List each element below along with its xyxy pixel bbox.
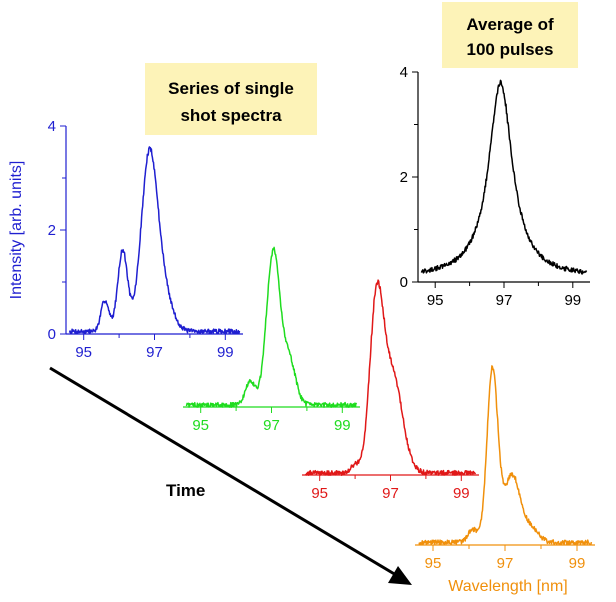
y-tick-label-black: 4 <box>400 64 408 81</box>
series-annotation-box <box>145 63 317 135</box>
average-annotation-line-2: 100 pulses <box>467 40 554 59</box>
x-tick-label-red: 99 <box>453 485 470 502</box>
y-tick-label-blue: 2 <box>48 222 56 239</box>
time-arrow-head <box>388 566 412 585</box>
average-annotation-line-1: Average of <box>466 15 554 34</box>
x-tick-label-blue: 97 <box>146 344 163 361</box>
series-annotation-line-2: shot spectra <box>180 106 282 125</box>
x-axis-title-orange: Wavelength [nm] <box>448 578 567 595</box>
x-tick-label-blue: 99 <box>217 344 234 361</box>
spectrum-line-red <box>304 279 477 476</box>
x-tick-label-green: 95 <box>192 417 209 434</box>
x-tick-label-orange: 97 <box>497 555 514 572</box>
x-tick-label-green: 99 <box>334 417 351 434</box>
panel-black: 95 97 99 0 2 4 <box>400 64 590 309</box>
average-annotation-box <box>442 2 578 68</box>
x-tick-label-orange: 99 <box>569 555 586 572</box>
spectrum-line-green <box>185 246 358 408</box>
panel-green: 95 97 99 <box>183 246 360 434</box>
x-tick-label-green: 97 <box>263 417 280 434</box>
x-tick-label-red: 95 <box>311 485 328 502</box>
y-tick-label-black: 2 <box>400 169 408 186</box>
y-axis-title-blue: Intensity [arb. units] <box>8 161 25 300</box>
x-tick-label-red: 97 <box>382 485 399 502</box>
x-tick-label-black: 97 <box>496 292 513 309</box>
x-tick-label-black: 99 <box>564 292 581 309</box>
spectrum-line-blue <box>68 146 241 335</box>
average-annotation: Average of 100 pulses <box>442 2 578 68</box>
spectrum-line-orange <box>418 365 593 546</box>
time-label: Time <box>166 481 205 500</box>
x-tick-label-black: 95 <box>427 292 444 309</box>
spectrum-line-black <box>420 79 588 275</box>
panel-blue: 95 97 99 0 2 4 Intensity [arb. units] <box>8 118 243 361</box>
x-tick-label-orange: 95 <box>425 555 442 572</box>
time-arrow: Time <box>49 366 412 585</box>
y-tick-label-black: 0 <box>400 274 408 291</box>
series-annotation-line-1: Series of single <box>168 79 294 98</box>
y-tick-label-blue: 4 <box>48 118 56 135</box>
y-tick-label-blue: 0 <box>48 326 56 343</box>
panel-red: 95 97 99 <box>302 279 479 502</box>
series-annotation: Series of single shot spectra <box>145 63 317 135</box>
time-arrow-shaft <box>49 366 397 577</box>
x-tick-label-blue: 95 <box>75 344 92 361</box>
